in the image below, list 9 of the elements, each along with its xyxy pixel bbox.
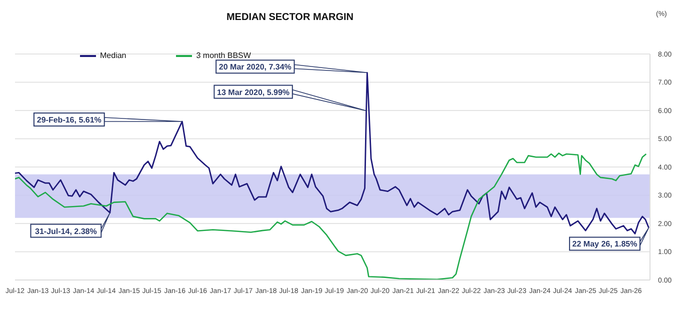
annotation: 29-Feb-16, 5.61% xyxy=(36,116,102,125)
legend-label: 3 month BBSW xyxy=(196,51,251,60)
chart-title: MEDIAN SECTOR MARGIN xyxy=(225,12,355,23)
annotation: 13 Mar 2020, 5.99% xyxy=(217,88,290,97)
legend-label: Median xyxy=(100,51,126,60)
annotation: 22 May 26, 1.85% xyxy=(572,240,638,249)
annotation: 20 Mar 2020, 7.34% xyxy=(218,62,292,72)
line-series xyxy=(15,152,647,280)
annotation: 31-Jul-14, 2.38% xyxy=(35,226,97,236)
